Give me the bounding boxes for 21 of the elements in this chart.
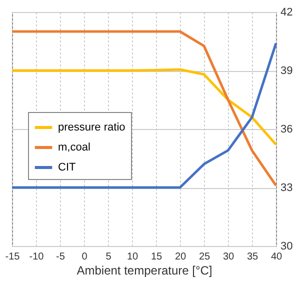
x-tick-label: -10 — [29, 252, 44, 262]
x-tick-label: 25 — [198, 252, 210, 262]
y-tick-label: 33 — [280, 182, 293, 194]
x-tick-label: 15 — [150, 252, 162, 262]
x-tick-label: 35 — [246, 252, 258, 262]
x-axis-title: Ambient temperature [°C] — [76, 264, 212, 278]
x-tick-label: 20 — [174, 252, 186, 262]
x-tick-label: 0 — [82, 252, 88, 262]
x-tick-label: 5 — [106, 252, 112, 262]
x-tick-label: -5 — [56, 252, 66, 262]
x-tick-label: 40 — [270, 252, 282, 262]
y-tick-label: 30 — [280, 240, 293, 252]
y-tick-label: 42 — [280, 6, 293, 18]
x-tick-label: -15 — [5, 252, 20, 262]
legend-label: pressure ratio — [58, 122, 126, 134]
y-tick-label: 39 — [280, 65, 293, 77]
legend-label: m,coal — [58, 142, 90, 154]
legend-label: CIT — [58, 162, 76, 174]
x-tick-label: 10 — [126, 252, 138, 262]
x-tick-label: 30 — [222, 252, 234, 262]
y-tick-label: 36 — [280, 124, 293, 136]
